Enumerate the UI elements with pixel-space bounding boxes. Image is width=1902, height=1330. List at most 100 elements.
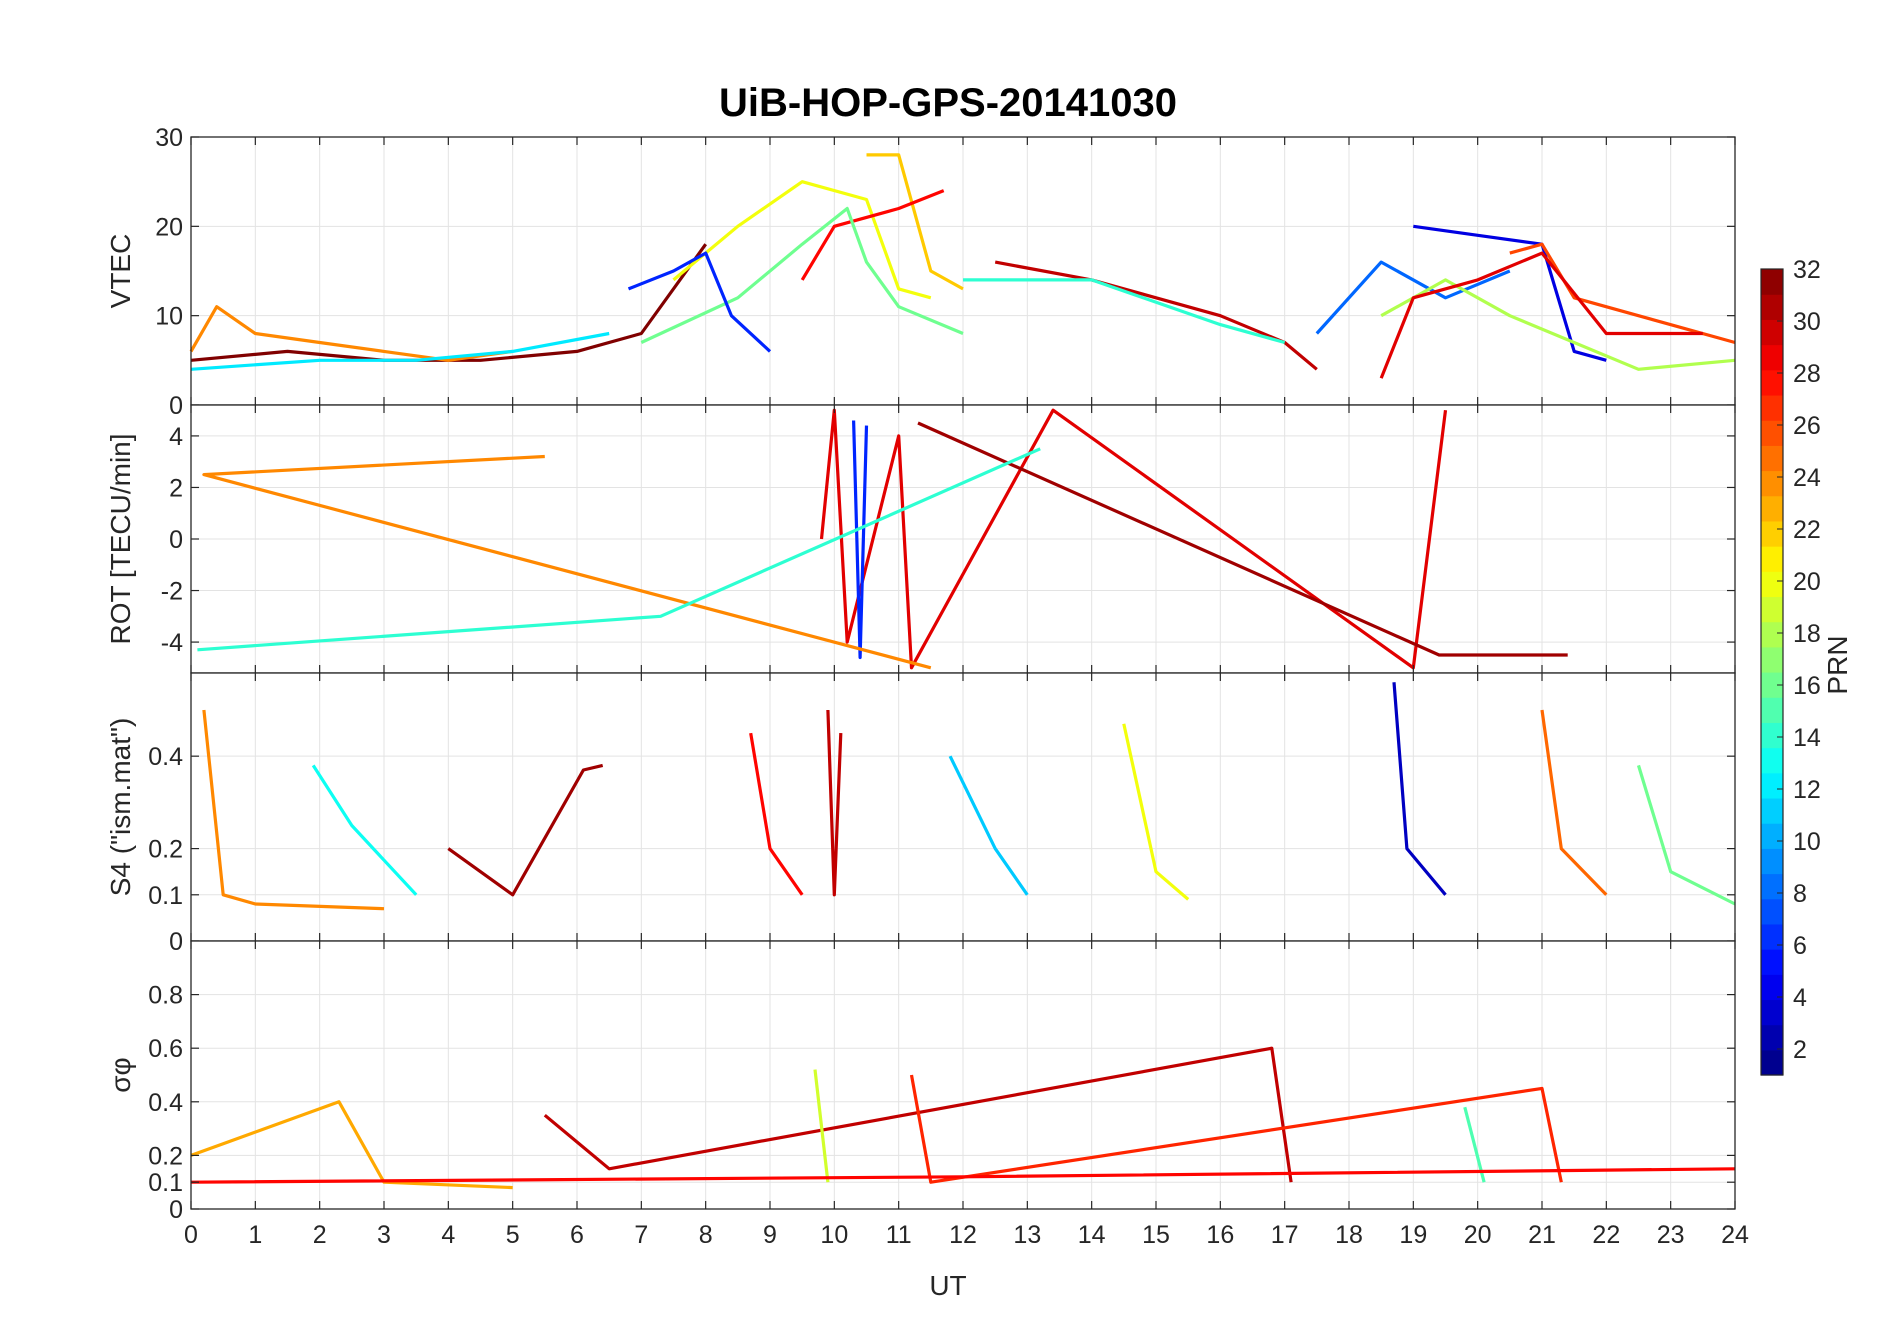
colorbar-tick-label: 28 [1793,360,1821,388]
colorbar-swatch [1761,269,1783,295]
colorbar-swatch [1761,898,1783,925]
series-prn-27 [909,1074,1563,1184]
series-prn-6 [852,420,869,660]
colorbar-swatch [1761,923,1783,950]
series-prn-22 [866,153,964,291]
xtick-label: 13 [1013,1221,1041,1249]
ytick-label: 0.2 [148,836,183,864]
xtick-label: 19 [1399,1221,1427,1249]
panel-vtec: 0 10 20 30 VTEC [105,124,1736,420]
colorbar-swatch [1761,571,1783,598]
panel-rot: -4 -2 0 2 4 ROT [TECU/min] [105,404,1736,674]
colorbar-tick-label: 30 [1793,308,1821,336]
ytick-label: 0 [169,928,183,956]
ytick-label: -4 [161,629,183,657]
colorbar-swatch [1761,621,1783,648]
colorbar-tick-label: 6 [1793,932,1807,960]
sigma_phi-ylabel: σφ [105,1057,136,1092]
ytick-label: 2 [169,474,183,502]
colorbar-swatch [1761,797,1783,824]
colorbar-swatch [1761,949,1783,975]
ytick-label: 0.1 [148,882,183,910]
ytick-label: -2 [161,578,183,606]
xtick-label: 23 [1657,1221,1685,1249]
series-prn-3 [1392,682,1447,896]
colorbar-tick-label: 8 [1793,880,1807,908]
colorbar-swatch [1761,344,1783,371]
colorbar-tick-label: 4 [1793,984,1807,1012]
ytick-label: 0.1 [148,1169,183,1197]
colorbar-swatch [1761,294,1783,320]
colorbar-tick-label: 24 [1793,464,1821,492]
colorbar-swatch [1761,722,1783,749]
series-prn-32 [190,243,707,362]
colorbar-tick-label: 18 [1793,620,1821,648]
panel-sigma-phi: 00.10.2 0.4 0.6 0.8 σφ [105,940,1736,1224]
x-axis: 0 1 2 3 4 5 6 7 8 9 10 11 12 13 14 15 16 17 18 19 20 21 22 23 24 [184,1221,1749,1249]
ytick-label: 0 [169,526,183,554]
series-prn-16 [1636,764,1736,906]
xtick-label: 18 [1335,1221,1363,1249]
colorbar-swatch [1761,1024,1783,1051]
ytick-label: 0.2 [148,1142,183,1170]
colorbar-swatch [1761,596,1783,623]
colorbar-swatch [1761,974,1783,1001]
series-prn-12 [190,331,610,371]
series-prn-14 [963,278,1286,345]
colorbar-tick-label: 10 [1793,828,1821,856]
s4-ylabel: S4 ("ism.mat") [105,718,136,897]
colorbar-swatch [1761,495,1783,522]
series-prn-25 [1540,709,1608,896]
ytick-label: 30 [155,124,183,152]
xtick-label: 16 [1206,1221,1234,1249]
colorbar-swatch [1761,394,1783,421]
colorbar-swatch [1761,823,1783,849]
xtick-label: 3 [377,1221,391,1249]
series-prn-19 [813,1069,830,1183]
colorbar-swatch [1761,848,1783,875]
series-prn-28 [749,732,804,896]
series-prn-20 [672,180,932,300]
ytick-label: 0 [169,1196,183,1224]
chart-title: UiB-HOP-GPS-20141030 [719,81,1177,125]
series-prn-23 [190,1100,513,1190]
colorbar-swatch [1761,747,1783,774]
ytick-label: 0.6 [148,1035,183,1063]
colorbar-swatch [1761,319,1783,346]
colorbar-swatch [1761,697,1783,723]
series-prn-15 [1463,1106,1486,1183]
colorbar-swatch [1761,1049,1783,1076]
ytick-label: 0 [169,392,183,420]
xtick-label: 20 [1464,1221,1492,1249]
xtick-label: 5 [506,1221,520,1249]
vtec-ylabel: VTEC [105,234,136,309]
series-prn-24 [189,305,513,362]
ytick-label: 10 [155,303,183,331]
ytick-label: 0.8 [148,982,183,1010]
colorbar-tick-label: 14 [1793,724,1821,752]
series-prn-14 [197,447,1041,652]
colorbar-swatch [1761,672,1783,698]
colorbar-swatch [1761,546,1783,572]
colorbar-swatch [1761,369,1783,396]
series-prn-30 [826,709,843,897]
colorbar-swatch [1761,999,1783,1026]
colorbar-swatch [1761,873,1783,900]
series-prn-16 [640,206,964,344]
colorbar-tick-label: 16 [1793,672,1821,700]
xtick-label: 14 [1078,1221,1106,1249]
series-prn-31 [447,763,604,897]
colorbar-swatch [1761,646,1783,673]
series-prn-24 [202,709,385,911]
series-prn-11 [948,755,1029,896]
xtick-label: 24 [1721,1221,1749,1249]
ytick-label: 0.4 [148,743,183,771]
xtick-label: 4 [441,1221,455,1249]
series-prn-20 [1122,723,1190,901]
series-prn-29 [819,408,1448,670]
xtick-label: 10 [820,1221,848,1249]
series-prn-18 [1380,278,1736,371]
xtick-label: 8 [699,1221,713,1249]
xtick-label: 9 [763,1221,777,1249]
